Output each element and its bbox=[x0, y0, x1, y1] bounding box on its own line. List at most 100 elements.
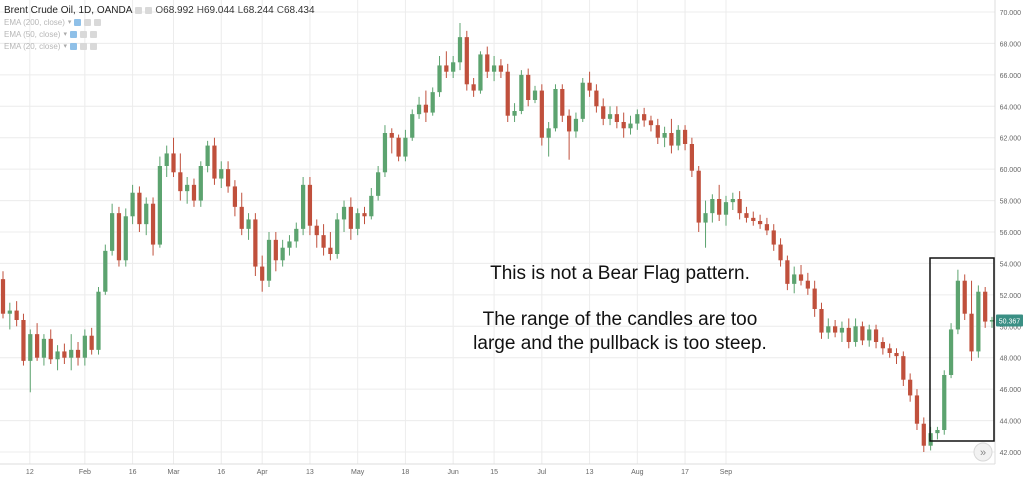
candle bbox=[478, 51, 483, 94]
candle-body bbox=[553, 89, 558, 129]
candle bbox=[689, 137, 695, 177]
y-tick-label: 42.000 bbox=[1000, 450, 1022, 457]
candle bbox=[539, 84, 544, 146]
candle bbox=[567, 109, 572, 160]
candle bbox=[0, 271, 6, 319]
candle bbox=[369, 188, 374, 220]
candle bbox=[798, 265, 804, 286]
candle bbox=[376, 166, 381, 201]
candle-body bbox=[205, 145, 210, 166]
candle-body bbox=[403, 137, 408, 157]
symbol-close-icon[interactable] bbox=[145, 6, 153, 14]
candle bbox=[273, 232, 278, 272]
candle-body bbox=[246, 219, 251, 229]
candle-body bbox=[751, 217, 756, 221]
annotation-line-2: The range of the candles are too bbox=[482, 309, 758, 330]
close-icon[interactable] bbox=[89, 42, 97, 50]
last-price-label: 50.367 bbox=[999, 319, 1021, 326]
indicator-ema-20[interactable]: EMA (20, close) ▾ bbox=[4, 40, 315, 52]
candle bbox=[976, 285, 981, 358]
candle bbox=[219, 161, 224, 188]
chevron-down-icon[interactable]: ▾ bbox=[63, 43, 67, 50]
candle bbox=[321, 224, 326, 256]
scroll-to-end-button[interactable]: » bbox=[973, 442, 993, 462]
candle bbox=[887, 343, 892, 358]
close-icon[interactable] bbox=[94, 18, 102, 26]
candle bbox=[662, 126, 667, 148]
candle bbox=[75, 342, 81, 366]
candle-body bbox=[580, 82, 585, 119]
candle-body bbox=[314, 225, 319, 236]
eye-icon[interactable] bbox=[74, 18, 82, 26]
candle-body bbox=[887, 348, 892, 353]
candle-body bbox=[7, 310, 12, 314]
candle bbox=[239, 192, 244, 236]
candle-body bbox=[457, 37, 463, 63]
candle-body bbox=[232, 186, 238, 207]
candle-body bbox=[239, 206, 244, 229]
x-tick-label: 13 bbox=[586, 469, 594, 476]
candle bbox=[935, 426, 940, 440]
eye-icon[interactable] bbox=[69, 30, 77, 38]
candle bbox=[764, 217, 770, 236]
candle bbox=[451, 56, 456, 78]
x-tick-label: 15 bbox=[490, 469, 498, 476]
eye-icon[interactable] bbox=[69, 42, 77, 50]
candle-body bbox=[989, 320, 995, 322]
x-axis: 12 Feb 16 Mar 16 Apr 13 May 18 Jun 15 Jul 13 Aug 17 Sep bbox=[0, 463, 995, 476]
candle-body bbox=[757, 221, 763, 225]
gear-icon[interactable] bbox=[79, 30, 87, 38]
candle bbox=[185, 177, 190, 204]
indicator-ema-200[interactable]: EMA (200, close) ▾ bbox=[4, 16, 315, 28]
candle-body bbox=[28, 334, 33, 361]
candle bbox=[655, 118, 660, 144]
candle bbox=[171, 137, 176, 177]
candle bbox=[21, 313, 26, 366]
candle-body bbox=[689, 144, 695, 171]
candle bbox=[553, 84, 558, 132]
candle-body bbox=[294, 228, 299, 242]
candle-body bbox=[587, 82, 592, 91]
y-tick-label: 48.000 bbox=[1000, 356, 1022, 363]
close-icon[interactable] bbox=[89, 30, 97, 38]
annotation-line-3: large and the pullback is too steep. bbox=[473, 333, 767, 354]
candle bbox=[989, 316, 995, 328]
candle bbox=[164, 145, 169, 177]
candle bbox=[833, 320, 838, 338]
candle bbox=[7, 302, 12, 330]
candle-body bbox=[621, 122, 626, 129]
candle-body bbox=[498, 65, 504, 72]
chevron-down-icon[interactable]: ▾ bbox=[63, 31, 67, 38]
y-tick-label: 44.000 bbox=[1000, 419, 1022, 426]
candle bbox=[150, 197, 156, 256]
candle-body bbox=[955, 280, 961, 330]
y-tick-label: 56.000 bbox=[1000, 230, 1022, 237]
candle-body bbox=[969, 313, 974, 352]
candle-body bbox=[451, 62, 456, 72]
candle-body bbox=[34, 334, 40, 358]
candle-body bbox=[778, 244, 783, 261]
gear-icon[interactable] bbox=[84, 18, 92, 26]
candle-body bbox=[348, 206, 353, 229]
open-value: 68.992 bbox=[163, 4, 194, 16]
candle-body bbox=[0, 279, 6, 314]
gear-icon[interactable] bbox=[79, 42, 87, 50]
candle bbox=[744, 206, 749, 223]
candle-body bbox=[614, 114, 619, 122]
x-tick-label: Feb bbox=[79, 469, 91, 476]
candle bbox=[730, 192, 735, 210]
candle-body bbox=[908, 379, 913, 396]
symbol-settings-icon[interactable] bbox=[135, 6, 143, 14]
chart-header: Brent Crude Oil, 1D, OANDA O68.992 H69.0… bbox=[4, 4, 315, 52]
indicator-ema-50[interactable]: EMA (50, close) ▾ bbox=[4, 28, 315, 40]
candle bbox=[894, 348, 899, 364]
candle bbox=[826, 318, 831, 339]
candle-body bbox=[901, 356, 906, 380]
candle-body bbox=[532, 90, 538, 100]
candle-body bbox=[116, 213, 122, 261]
candle-body bbox=[839, 327, 845, 333]
candle-body bbox=[491, 65, 497, 72]
candle bbox=[457, 23, 463, 71]
chevron-down-icon[interactable]: ▾ bbox=[67, 19, 72, 26]
